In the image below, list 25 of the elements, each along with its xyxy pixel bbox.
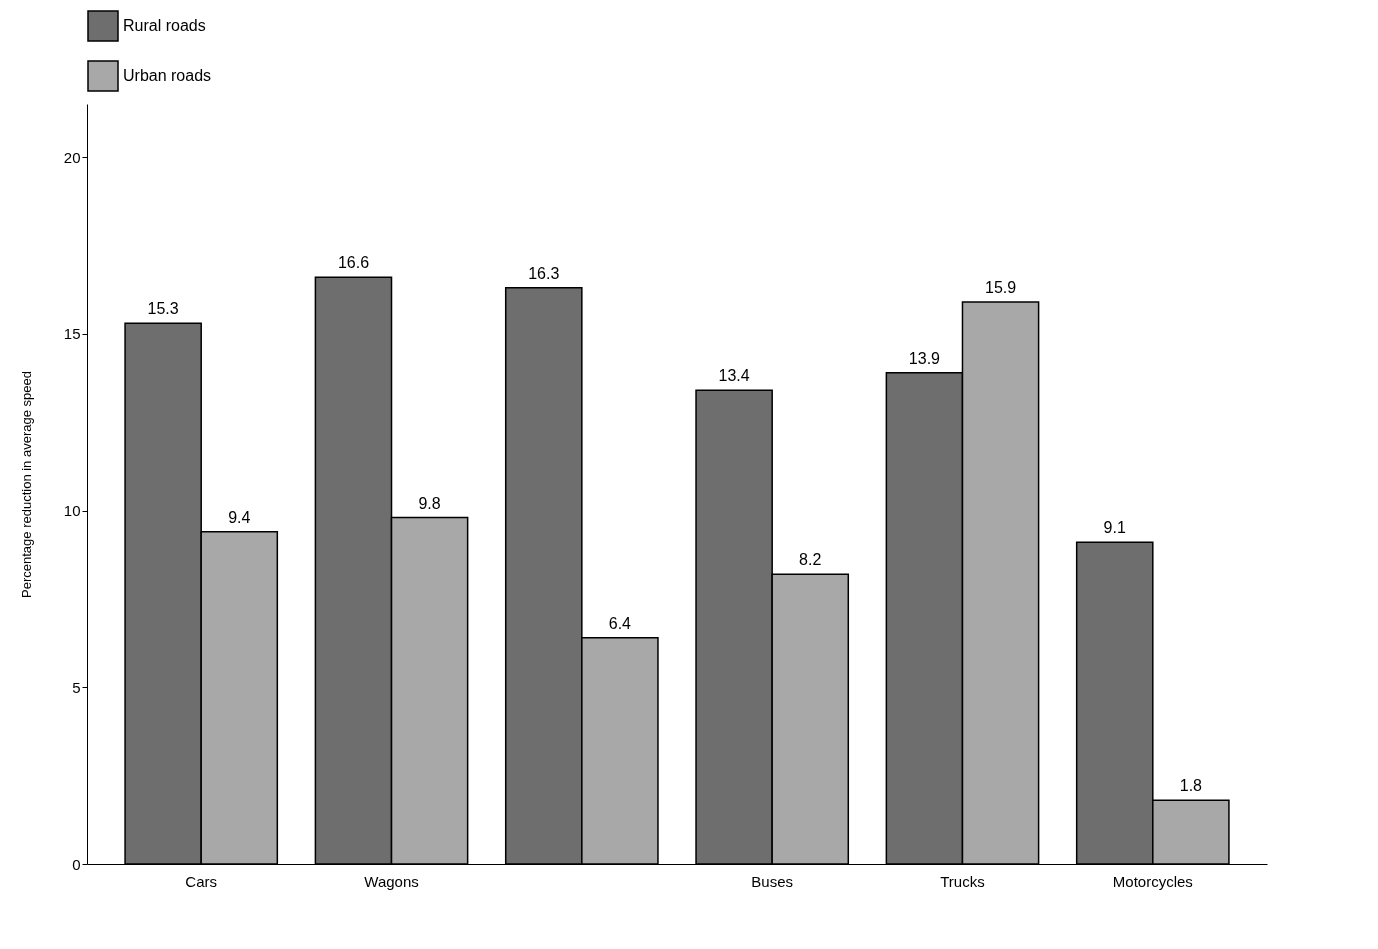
data-label: 15.3 [147, 300, 179, 318]
data-label: 9.4 [228, 508, 251, 526]
y-tick-label: 0 [72, 855, 81, 873]
legend-label: Urban roads [123, 67, 212, 84]
data-label: 13.4 [718, 367, 750, 385]
y-tick-label: 20 [63, 148, 81, 166]
data-label: 16.6 [337, 254, 370, 272]
data-label: 1.8 [1179, 777, 1203, 795]
x-tick-label: Buses [751, 872, 794, 890]
y-tick-label: 15 [63, 325, 81, 343]
data-label: 6.4 [608, 614, 632, 632]
data-label: 15.9 [984, 278, 1017, 296]
data-label: 9.1 [1103, 519, 1126, 537]
data-label: 9.8 [418, 494, 441, 512]
legend-label: Rural roads [123, 17, 206, 34]
y-tick-label: 5 [72, 678, 81, 696]
x-tick-label: Cars [185, 872, 218, 890]
y-tick-label: 10 [63, 502, 81, 520]
x-tick-label: Motorcycles [1112, 872, 1193, 890]
data-label: 16.3 [528, 264, 560, 282]
y-axis-title: Percentage reduction in average speed [18, 371, 34, 598]
x-tick-label: Wagons [364, 872, 419, 890]
data-label: 8.2 [799, 551, 822, 569]
x-tick-label: Trucks [940, 872, 985, 890]
data-label: 13.9 [908, 349, 941, 367]
